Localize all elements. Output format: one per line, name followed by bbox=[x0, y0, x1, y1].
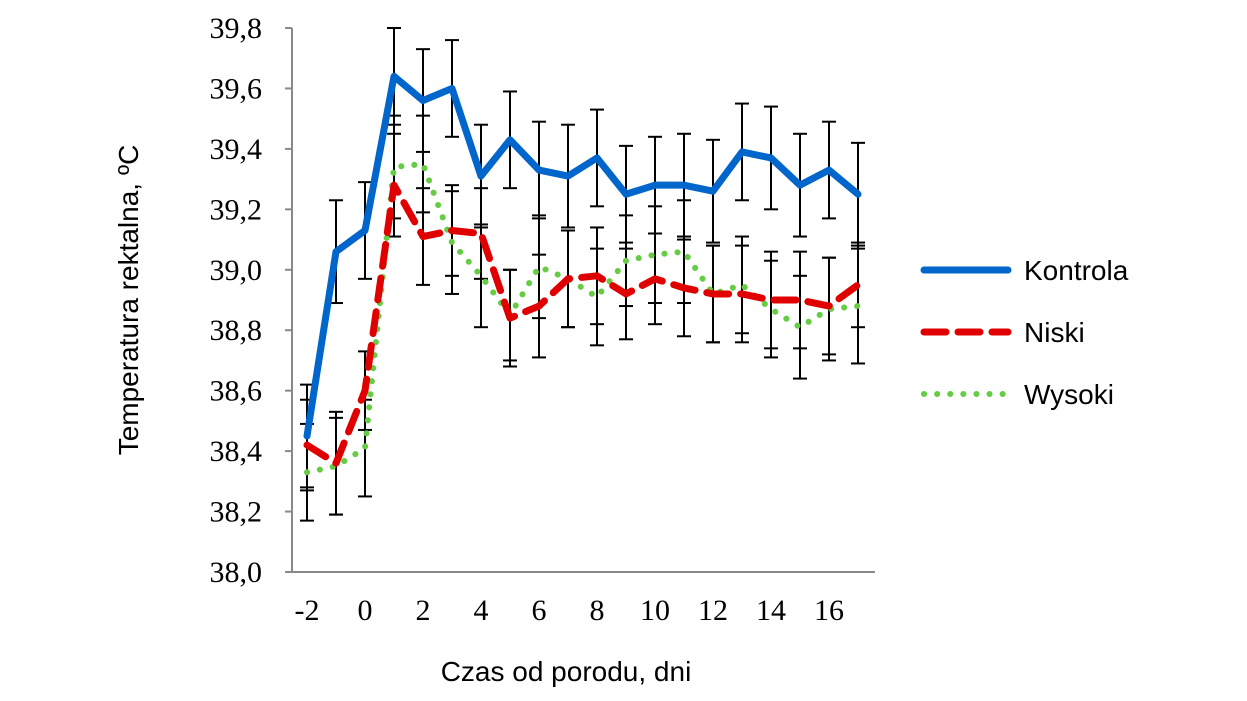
x-tick-label: 2 bbox=[416, 594, 431, 627]
error-bar bbox=[648, 205, 662, 305]
y-tick-label: 38,2 bbox=[210, 496, 263, 529]
error-bar bbox=[735, 235, 749, 335]
x-tick-label: 8 bbox=[590, 594, 605, 627]
y-axis-title: Temperatura rektalna, ºC bbox=[113, 145, 144, 456]
y-tick-label: 39,8 bbox=[210, 12, 263, 45]
y-tick-label: 39,0 bbox=[210, 254, 263, 287]
y-tick-label: 38,0 bbox=[210, 556, 263, 589]
axes bbox=[285, 27, 875, 573]
x-tick-label: 4 bbox=[474, 594, 489, 627]
legend: Kontrola Niski Wysoki bbox=[920, 255, 1129, 410]
error-bar bbox=[764, 259, 778, 359]
x-tick-label: 16 bbox=[814, 594, 844, 627]
y-tick-label: 39,6 bbox=[210, 72, 263, 105]
y-tick-label: 38,4 bbox=[210, 435, 263, 468]
y-tick-label: 38,6 bbox=[210, 375, 263, 408]
error-bar bbox=[416, 114, 430, 214]
y-tick-label: 38,8 bbox=[210, 314, 263, 347]
series-line-kontrola bbox=[303, 72, 862, 440]
error-bar bbox=[590, 247, 604, 347]
series-lines bbox=[303, 72, 862, 476]
x-axis-title: Czas od porodu, dni bbox=[441, 656, 692, 687]
x-tick-label: 10 bbox=[640, 594, 670, 627]
x-tick-label: 0 bbox=[358, 594, 373, 627]
legend-label: Wysoki bbox=[1024, 379, 1114, 410]
x-tick-label: 6 bbox=[532, 594, 547, 627]
x-tick-label: 12 bbox=[698, 594, 728, 627]
error-bar bbox=[532, 214, 546, 320]
legend-label: Kontrola bbox=[1024, 255, 1129, 286]
x-tick-label: 14 bbox=[756, 594, 786, 627]
series-line-niski bbox=[303, 181, 862, 467]
y-tick-label: 39,2 bbox=[210, 193, 263, 226]
x-tick-label: -2 bbox=[295, 594, 320, 627]
series-line-wysoki bbox=[304, 161, 861, 476]
tick-labels: 38,0 38,2 38,4 38,6 38,8 39,0 39,2 39,4 39,6 39,8… bbox=[210, 12, 845, 627]
legend-label: Niski bbox=[1024, 317, 1085, 348]
y-tick-label: 39,4 bbox=[210, 133, 263, 166]
